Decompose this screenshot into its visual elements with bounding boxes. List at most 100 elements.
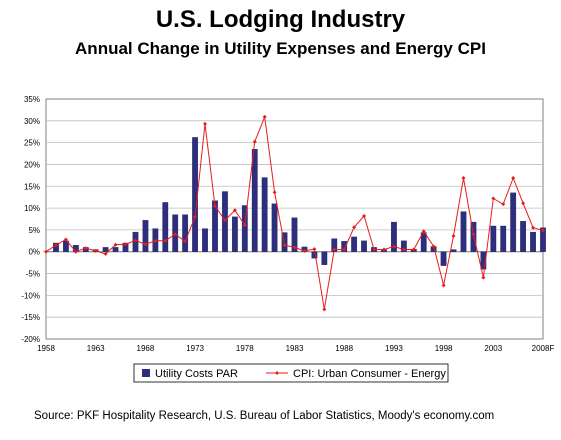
- x-tick-label: 1963: [87, 344, 105, 353]
- energy-cpi-point: [242, 223, 247, 228]
- y-tick-label: 30%: [24, 117, 40, 126]
- energy-cpi-point: [521, 201, 526, 206]
- energy-cpi-point: [401, 247, 406, 252]
- y-tick-label: -10%: [21, 291, 40, 300]
- utility-cost-bar: [321, 251, 328, 265]
- energy-cpi-point: [113, 242, 118, 247]
- legend-label-cpi: CPI: Urban Consumer - Energy: [293, 368, 446, 380]
- utility-cost-bar: [251, 149, 258, 252]
- energy-cpi-point: [163, 238, 168, 243]
- utility-cost-bar: [470, 221, 477, 252]
- energy-cpi-point: [332, 247, 337, 252]
- x-tick-label: 1993: [385, 344, 403, 353]
- energy-cpi-point: [173, 232, 178, 237]
- legend-label-utility: Utility Costs PAR: [155, 368, 238, 380]
- energy-cpi-point: [411, 247, 416, 252]
- y-tick-label: -20%: [21, 335, 40, 344]
- utility-cost-bar: [102, 247, 109, 252]
- energy-cpi-point: [312, 247, 317, 252]
- utility-cost-bar: [281, 232, 288, 252]
- y-tick-label: 25%: [24, 139, 40, 148]
- utility-cost-bar: [480, 251, 487, 270]
- legend-swatch-cpi-marker: [275, 371, 279, 375]
- utility-cost-bar: [450, 249, 457, 252]
- energy-cpi-point: [222, 218, 227, 223]
- energy-cpi-point: [93, 248, 98, 253]
- y-tick-label: -5%: [26, 270, 40, 279]
- utility-cost-bar: [341, 241, 348, 252]
- y-tick-label: 0%: [28, 248, 40, 257]
- energy-cpi-point: [421, 229, 426, 234]
- utility-cost-bar: [311, 251, 318, 259]
- utility-cost-bar: [162, 202, 169, 252]
- y-tick-label: 10%: [24, 204, 40, 213]
- utility-cost-bar: [460, 211, 467, 252]
- energy-cpi-point: [262, 114, 267, 119]
- energy-cpi-point: [391, 244, 396, 249]
- utility-cost-bar: [520, 221, 527, 252]
- energy-cpi-point: [541, 228, 545, 233]
- energy-cpi-point: [342, 247, 347, 252]
- utility-cost-bar: [490, 225, 497, 252]
- energy-cpi-point: [431, 244, 436, 249]
- x-tick-label: 2003: [484, 344, 502, 353]
- energy-cpi-point: [501, 202, 506, 207]
- x-tick-label: 1988: [335, 344, 353, 353]
- legend-swatch-utility: [142, 369, 150, 377]
- energy-cpi-point: [133, 238, 138, 243]
- energy-cpi-point: [362, 213, 367, 218]
- energy-cpi-point: [73, 249, 78, 254]
- utility-cost-bar: [400, 240, 407, 252]
- energy-cpi-point: [193, 214, 198, 219]
- utility-cost-bar: [291, 217, 298, 252]
- energy-cpi-point: [272, 190, 277, 195]
- x-tick-label: 1958: [37, 344, 55, 353]
- energy-cpi-point: [143, 242, 148, 247]
- energy-cpi-point: [292, 245, 297, 250]
- energy-cpi-point: [63, 237, 68, 242]
- energy-cpi-point: [441, 283, 446, 288]
- energy-cpi-point: [103, 251, 108, 256]
- energy-cpi-point: [153, 238, 158, 243]
- y-tick-label: -15%: [21, 313, 40, 322]
- energy-cpi-point: [381, 247, 386, 252]
- energy-cpi-point: [471, 232, 476, 237]
- utility-cost-bar: [351, 236, 358, 252]
- utility-cost-bar: [271, 203, 278, 252]
- y-tick-label: 5%: [28, 226, 40, 235]
- x-tick-label: 1968: [137, 344, 155, 353]
- utility-cost-bar: [112, 247, 119, 252]
- energy-cpi-point: [511, 175, 516, 180]
- y-tick-label: 15%: [24, 182, 40, 191]
- energy-cpi-point: [252, 139, 257, 144]
- utility-cost-bar: [231, 216, 238, 252]
- energy-cpi-point: [372, 247, 377, 252]
- energy-cpi-point: [491, 196, 496, 201]
- energy-cpi-point: [123, 242, 128, 247]
- energy-cpi-point: [282, 243, 287, 248]
- utility-cost-bar: [530, 231, 536, 252]
- utility-cost-bar: [440, 251, 447, 266]
- utility-cost-bar: [142, 220, 149, 252]
- x-tick-label: 2008F: [532, 344, 555, 353]
- utility-cost-bar: [241, 205, 248, 252]
- utility-cost-bar: [361, 240, 367, 252]
- x-tick-label: 1978: [236, 344, 254, 353]
- energy-cpi-point: [83, 246, 88, 251]
- energy-cpi-point: [461, 175, 466, 180]
- energy-cpi-point: [183, 239, 188, 244]
- utility-cost-bar: [510, 192, 517, 252]
- energy-cpi-point: [322, 307, 327, 312]
- utility-cost-bar: [261, 177, 268, 252]
- source-note: Source: PKF Hospitality Research, U.S. B…: [34, 410, 495, 422]
- energy-cpi-point: [352, 225, 357, 230]
- legend-box: [133, 363, 449, 383]
- energy-cpi-point: [302, 248, 307, 253]
- utility-cost-bar: [212, 200, 218, 252]
- energy-cpi-point: [232, 208, 237, 213]
- energy-cpi-point: [531, 225, 536, 230]
- chart-title: U.S. Lodging Industry: [155, 6, 406, 33]
- utility-cost-bar: [182, 214, 189, 252]
- energy-cpi-point: [53, 243, 58, 248]
